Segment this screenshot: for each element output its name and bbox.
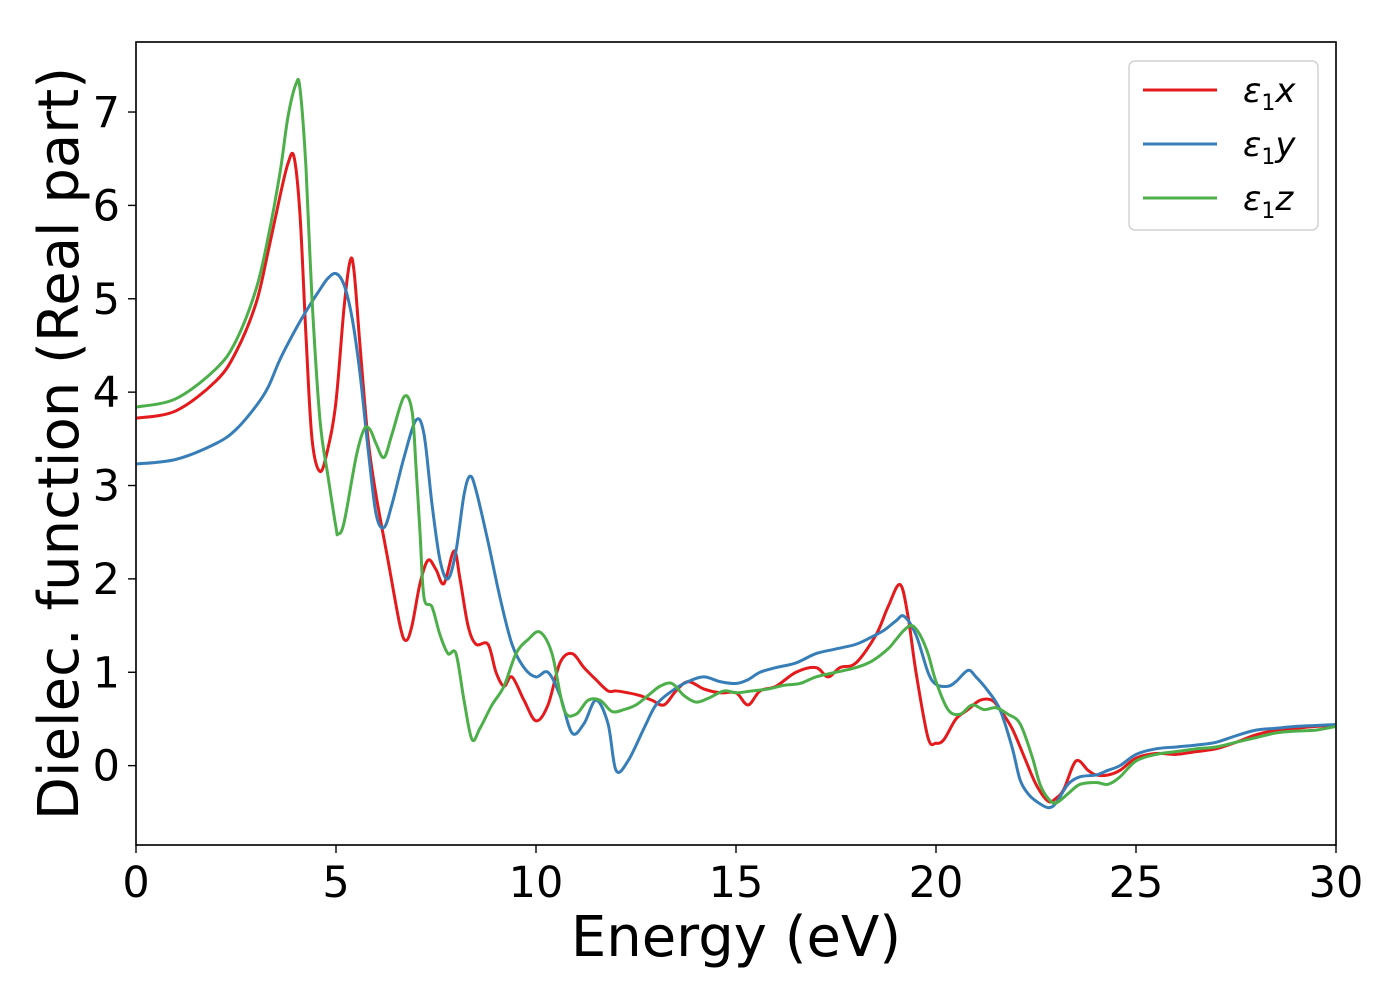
legend-box xyxy=(1128,60,1319,231)
y-tick-label: 4 xyxy=(93,368,120,418)
x-tick-label: 15 xyxy=(709,858,764,908)
y-axis-label: Dielec. function (Real part) xyxy=(27,67,92,820)
x-tick-label: 25 xyxy=(1109,858,1164,908)
y-tick-label: 1 xyxy=(93,648,120,698)
series-layer xyxy=(136,77,1336,810)
x-axis-label: Energy (eV) xyxy=(571,905,901,970)
y-tick-label: 3 xyxy=(93,462,120,512)
x-tick-label: 30 xyxy=(1309,858,1364,908)
x-tick-label: 5 xyxy=(322,858,349,908)
series-line-z xyxy=(136,77,1336,805)
x-tick-label: 0 xyxy=(122,858,149,908)
legend: ε1x ε1y ε1z xyxy=(1128,60,1319,231)
legend-label-x: ε1x xyxy=(1243,71,1296,116)
x-tick-label: 20 xyxy=(909,858,964,908)
y-tick-label: 6 xyxy=(93,181,120,231)
y-tick-label: 5 xyxy=(93,275,120,325)
x-tick-label: 10 xyxy=(509,858,564,908)
y-tick-label: 2 xyxy=(93,555,120,605)
y-tick-label: 7 xyxy=(93,88,120,138)
y-axis: 0 1 2 3 4 5 6 7 xyxy=(93,88,136,792)
legend-label-y: ε1y xyxy=(1243,125,1296,170)
x-axis: 0 5 10 15 20 25 30 xyxy=(122,845,1363,908)
legend-label-z: ε1z xyxy=(1243,179,1294,224)
y-tick-label: 0 xyxy=(93,742,120,792)
series-line-y xyxy=(136,271,1336,810)
